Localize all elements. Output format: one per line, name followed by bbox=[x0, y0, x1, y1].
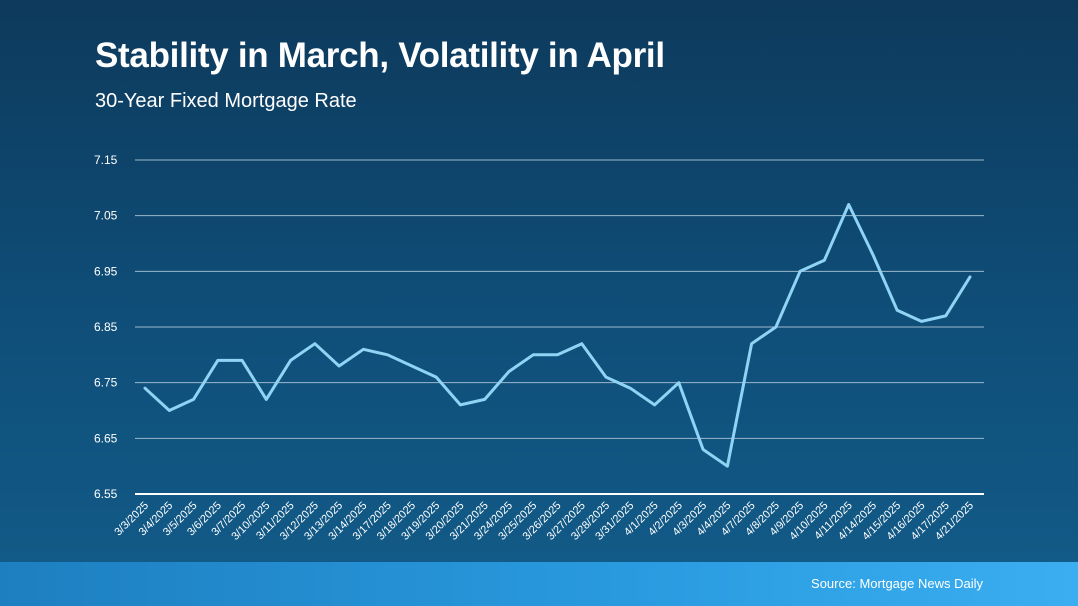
data-point bbox=[386, 353, 389, 357]
y-axis-ticks: 7.15 7.05 6.95 6.85 6.75 6.65 6.55 bbox=[94, 153, 118, 501]
line-chart: 7.15 7.05 6.95 6.85 6.75 6.65 6.55 3/3/20253/4… bbox=[94, 153, 984, 543]
y-tick-label: 6.95 bbox=[94, 264, 118, 278]
data-point bbox=[459, 403, 462, 407]
data-point bbox=[823, 259, 826, 262]
data-point bbox=[532, 353, 535, 357]
y-tick-label: 6.55 bbox=[94, 487, 118, 501]
data-point bbox=[410, 364, 414, 368]
data-point bbox=[750, 342, 753, 345]
y-tick-label: 6.75 bbox=[94, 376, 118, 390]
data-point bbox=[580, 342, 583, 345]
data-point bbox=[726, 464, 729, 468]
x-axis-ticks: 3/3/20253/4/20253/5/20253/6/20253/7/2025… bbox=[112, 500, 976, 543]
y-tick-label: 7.05 bbox=[94, 209, 118, 223]
footer-bar: Source: Mortgage News Daily bbox=[0, 562, 1078, 606]
data-point bbox=[920, 320, 923, 323]
chart-subtitle: 30-Year Fixed Mortgage Rate bbox=[95, 90, 357, 112]
chart-title: Stability in March, Volatility in April bbox=[95, 36, 665, 75]
data-point bbox=[604, 375, 608, 379]
data-point bbox=[434, 375, 438, 379]
data-point bbox=[556, 353, 559, 357]
data-point bbox=[337, 364, 341, 368]
data-point bbox=[968, 275, 972, 279]
data-point bbox=[701, 448, 705, 451]
y-tick-label: 7.15 bbox=[94, 153, 118, 167]
data-point bbox=[774, 325, 778, 329]
y-tick-label: 6.65 bbox=[94, 431, 118, 445]
data-point bbox=[507, 370, 511, 373]
data-point bbox=[313, 342, 317, 345]
data-point bbox=[216, 359, 219, 362]
data-point bbox=[265, 398, 268, 401]
data-point bbox=[362, 348, 365, 351]
data-point bbox=[240, 359, 244, 362]
series-line bbox=[143, 203, 972, 468]
gridlines bbox=[135, 159, 984, 495]
data-point bbox=[289, 359, 292, 362]
source-note: Source: Mortgage News Daily bbox=[811, 576, 983, 591]
data-point bbox=[653, 403, 656, 407]
data-point bbox=[847, 203, 850, 206]
data-point bbox=[168, 409, 171, 412]
data-point bbox=[896, 309, 899, 312]
data-point bbox=[143, 387, 147, 390]
data-point bbox=[944, 314, 947, 318]
data-point bbox=[483, 398, 486, 401]
data-point bbox=[798, 270, 802, 273]
data-point bbox=[192, 398, 195, 401]
series-layer bbox=[143, 203, 972, 468]
data-point bbox=[677, 381, 681, 384]
y-tick-label: 6.85 bbox=[94, 320, 118, 334]
data-point bbox=[871, 253, 875, 256]
data-point bbox=[629, 387, 632, 390]
